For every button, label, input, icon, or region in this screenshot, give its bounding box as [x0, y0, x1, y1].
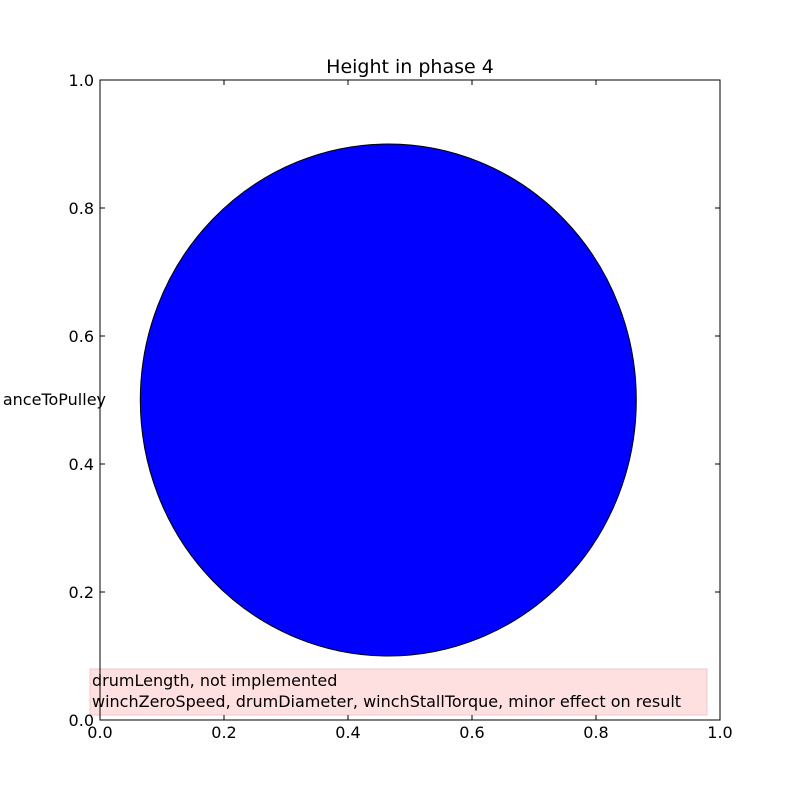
- x-tick-label: 1.0: [707, 723, 732, 742]
- y-tick-label: 0.6: [69, 327, 94, 346]
- x-axis: 0.0 0.2 0.4 0.6 0.8 1.0: [87, 80, 733, 742]
- x-tick-label: 0.6: [459, 723, 484, 742]
- y-tick-label: 0.2: [69, 583, 94, 602]
- y-tick-label: 0.0: [69, 711, 94, 730]
- y-axis: 0.0 0.2 0.4 0.6 0.8 1.0: [69, 71, 720, 730]
- pie-layer: [139, 143, 637, 657]
- annotation-background: [89, 668, 708, 716]
- chart-title: Height in phase 4: [326, 56, 494, 78]
- x-tick-label: 0.8: [583, 723, 608, 742]
- annotation-line-2: winchZeroSpeed, drumDiameter, winchStall…: [92, 692, 681, 711]
- y-tick-label: 0.4: [69, 455, 94, 474]
- annotation-box: drumLength, not implemented winchZeroSpe…: [89, 668, 708, 716]
- x-tick-label: 0.4: [335, 723, 360, 742]
- x-tick-label: 0.0: [87, 723, 112, 742]
- annotation-line-1: drumLength, not implemented: [92, 671, 337, 690]
- y-tick-label: 0.8: [69, 199, 94, 218]
- y-tick-label: 1.0: [69, 71, 94, 90]
- x-tick-label: 0.2: [211, 723, 236, 742]
- y-axis-label: anceToPulley: [3, 390, 106, 409]
- axes-frame: [99, 79, 721, 721]
- pie-slice-0: [139, 143, 637, 657]
